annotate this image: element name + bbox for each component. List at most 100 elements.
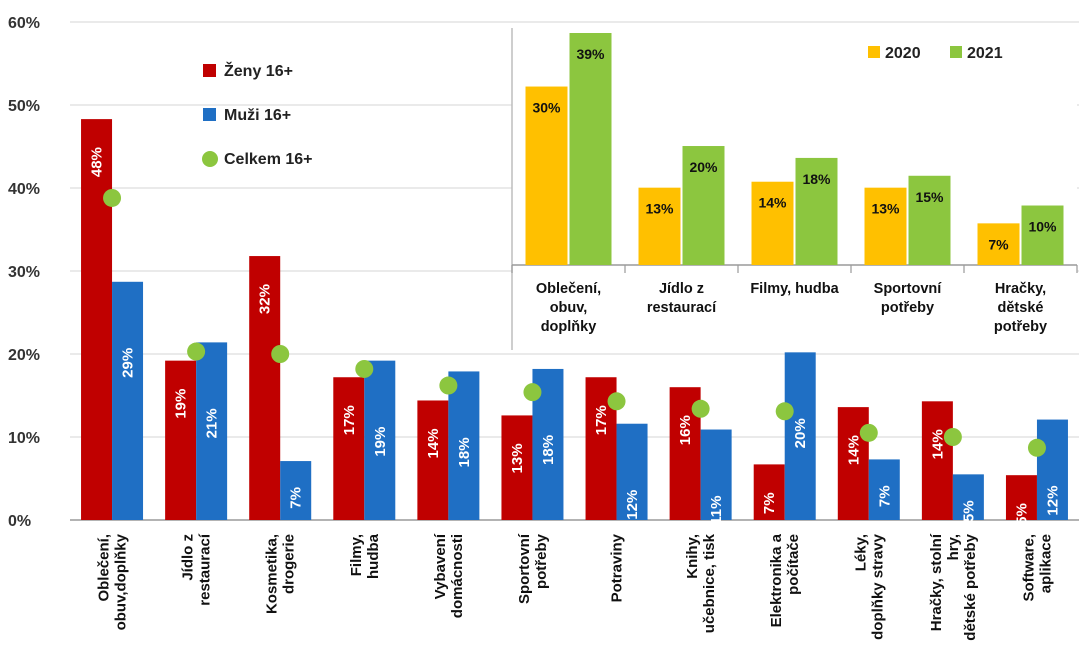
bar-zeny xyxy=(249,256,281,520)
inset-bar-2020 xyxy=(525,86,568,266)
bar-label-muzi: 11% xyxy=(708,496,725,525)
inset-bar-label: 13% xyxy=(645,201,674,217)
bar-zeny xyxy=(1005,475,1037,520)
main-legend: Ženy 16+ Muži 16+ Celkem 16+ xyxy=(202,61,313,168)
bar-muzi xyxy=(1036,419,1068,520)
x-axis-categories: Oblečení, obuv,doplňky Jídlo z restaurací Ko… xyxy=(96,533,1055,641)
bar-label-muzi: 7% xyxy=(876,485,893,507)
inset-bar-2021 xyxy=(908,175,951,265)
bar-label-zeny: 14% xyxy=(845,435,862,465)
legend-label: Celkem 16+ xyxy=(224,151,313,168)
bar-muzi xyxy=(448,371,480,520)
bar-label-zeny: 13% xyxy=(509,443,526,473)
x-category-label: Software, xyxy=(1020,534,1037,602)
x-category-label: Léky, xyxy=(852,534,869,571)
inset-bar-label: 13% xyxy=(871,201,900,217)
inset-bar-2021 xyxy=(682,146,725,265)
marker-celkem xyxy=(943,428,962,446)
y-tick-label: 10% xyxy=(8,430,40,447)
inset-bar-label: 10% xyxy=(1028,219,1057,235)
marker-celkem xyxy=(523,383,542,402)
bar-label-zeny: 16% xyxy=(677,415,694,445)
x-category-label: Jídlo z xyxy=(180,534,197,581)
x-category-label: Potraviny xyxy=(609,533,626,602)
x-category-label: drogerie xyxy=(281,534,298,594)
marker-celkem xyxy=(271,345,290,363)
bar-muzi xyxy=(616,423,648,520)
inset-category-label: Jídlo z xyxy=(659,281,704,297)
x-category-label: Filmy, xyxy=(348,534,365,576)
bar-label-muzi: 12% xyxy=(1044,486,1061,516)
inset-category-label: potřeby xyxy=(994,319,1047,335)
bar-label-muzi: 20% xyxy=(792,418,809,448)
inset-bar-label: 14% xyxy=(758,195,787,211)
inset-bar-label: 20% xyxy=(689,159,718,175)
bar-zeny xyxy=(165,360,197,520)
x-category-label: počítače xyxy=(785,534,802,595)
legend-label: Muži 16+ xyxy=(224,107,291,124)
marker-celkem xyxy=(691,399,710,418)
bar-muzi xyxy=(196,342,228,520)
inset-category-label: dětské xyxy=(998,300,1044,316)
bar-label-muzi: 18% xyxy=(456,437,473,467)
bar-label-muzi: 29% xyxy=(120,348,137,378)
y-axis: 0% 10% 20% 30% 40% 50% 60% xyxy=(8,15,1079,530)
x-category-label: Hračky, stolní xyxy=(928,533,945,631)
bar-zeny xyxy=(921,401,953,520)
bar-label-zeny: 5% xyxy=(1013,503,1030,525)
x-category-label: Knihy, xyxy=(684,534,701,579)
inset-legend-swatch xyxy=(868,46,880,58)
x-category-label: domácnosti xyxy=(449,534,466,618)
main-bars: 48% 29% 19% 21% 32% 7% 17% 19% 14% 18% 13% 18% 17% 12… xyxy=(81,119,1068,525)
x-category-label: Oblečení, xyxy=(96,534,113,602)
inset-bar-2021 xyxy=(1021,205,1064,265)
marker-celkem xyxy=(187,342,206,361)
bar-muzi xyxy=(952,474,984,520)
marker-celkem xyxy=(103,188,122,207)
inset-legend-swatch xyxy=(950,46,962,58)
inset-bar-label: 18% xyxy=(802,171,831,187)
x-category-label: potřeby xyxy=(533,533,550,589)
y-tick-label: 0% xyxy=(8,513,31,530)
marker-celkem xyxy=(775,402,794,421)
inset-chart: 30% 39% Oblečení, obuv, doplňky 13% 20% Jídlo z… xyxy=(511,28,1078,350)
bar-muzi xyxy=(700,429,732,520)
x-category-label: hry, xyxy=(945,534,962,560)
inset-category-label: potřeby xyxy=(881,300,934,316)
bar-muzi xyxy=(868,459,900,520)
bar-label-muzi: 5% xyxy=(960,500,977,522)
total-markers xyxy=(103,188,1046,457)
inset-bar-2021 xyxy=(795,157,838,265)
bar-label-zeny: 48% xyxy=(89,147,106,177)
bar-label-muzi: 19% xyxy=(372,427,389,457)
x-category-label: Elektronika a xyxy=(768,533,785,627)
y-tick-label: 20% xyxy=(8,347,40,364)
inset-category-label: obuv, xyxy=(550,300,588,316)
y-tick-label: 30% xyxy=(8,264,40,281)
bar-label-zeny: 32% xyxy=(257,284,274,314)
marker-celkem xyxy=(439,376,458,395)
bar-zeny xyxy=(501,415,533,520)
marker-celkem xyxy=(859,423,878,442)
bar-label-zeny: 17% xyxy=(593,405,610,435)
y-tick-label: 40% xyxy=(8,181,40,198)
inset-legend-label: 2020 xyxy=(885,45,921,62)
bar-zeny xyxy=(81,119,113,521)
inset-bar-2021 xyxy=(569,33,612,265)
legend-swatch xyxy=(203,108,216,121)
inset-bar-2020 xyxy=(864,187,907,265)
x-category-label: hudba xyxy=(365,533,382,579)
x-category-label: aplikace xyxy=(1037,534,1054,593)
bar-label-zeny: 14% xyxy=(929,429,946,459)
bar-label-muzi: 12% xyxy=(624,490,641,520)
inset-category-label: Filmy, hudba xyxy=(750,281,839,297)
x-category-label: Sportovní xyxy=(516,533,533,604)
y-tick-label: 60% xyxy=(8,15,40,32)
inset-bar-label: 30% xyxy=(532,100,561,116)
x-category-label: Kosmetika, xyxy=(264,534,281,614)
bar-muzi xyxy=(112,281,144,520)
inset-category-label: doplňky xyxy=(541,319,597,335)
inset-category-label: restaurací xyxy=(647,300,717,316)
inset-bar-label: 7% xyxy=(988,236,1009,252)
